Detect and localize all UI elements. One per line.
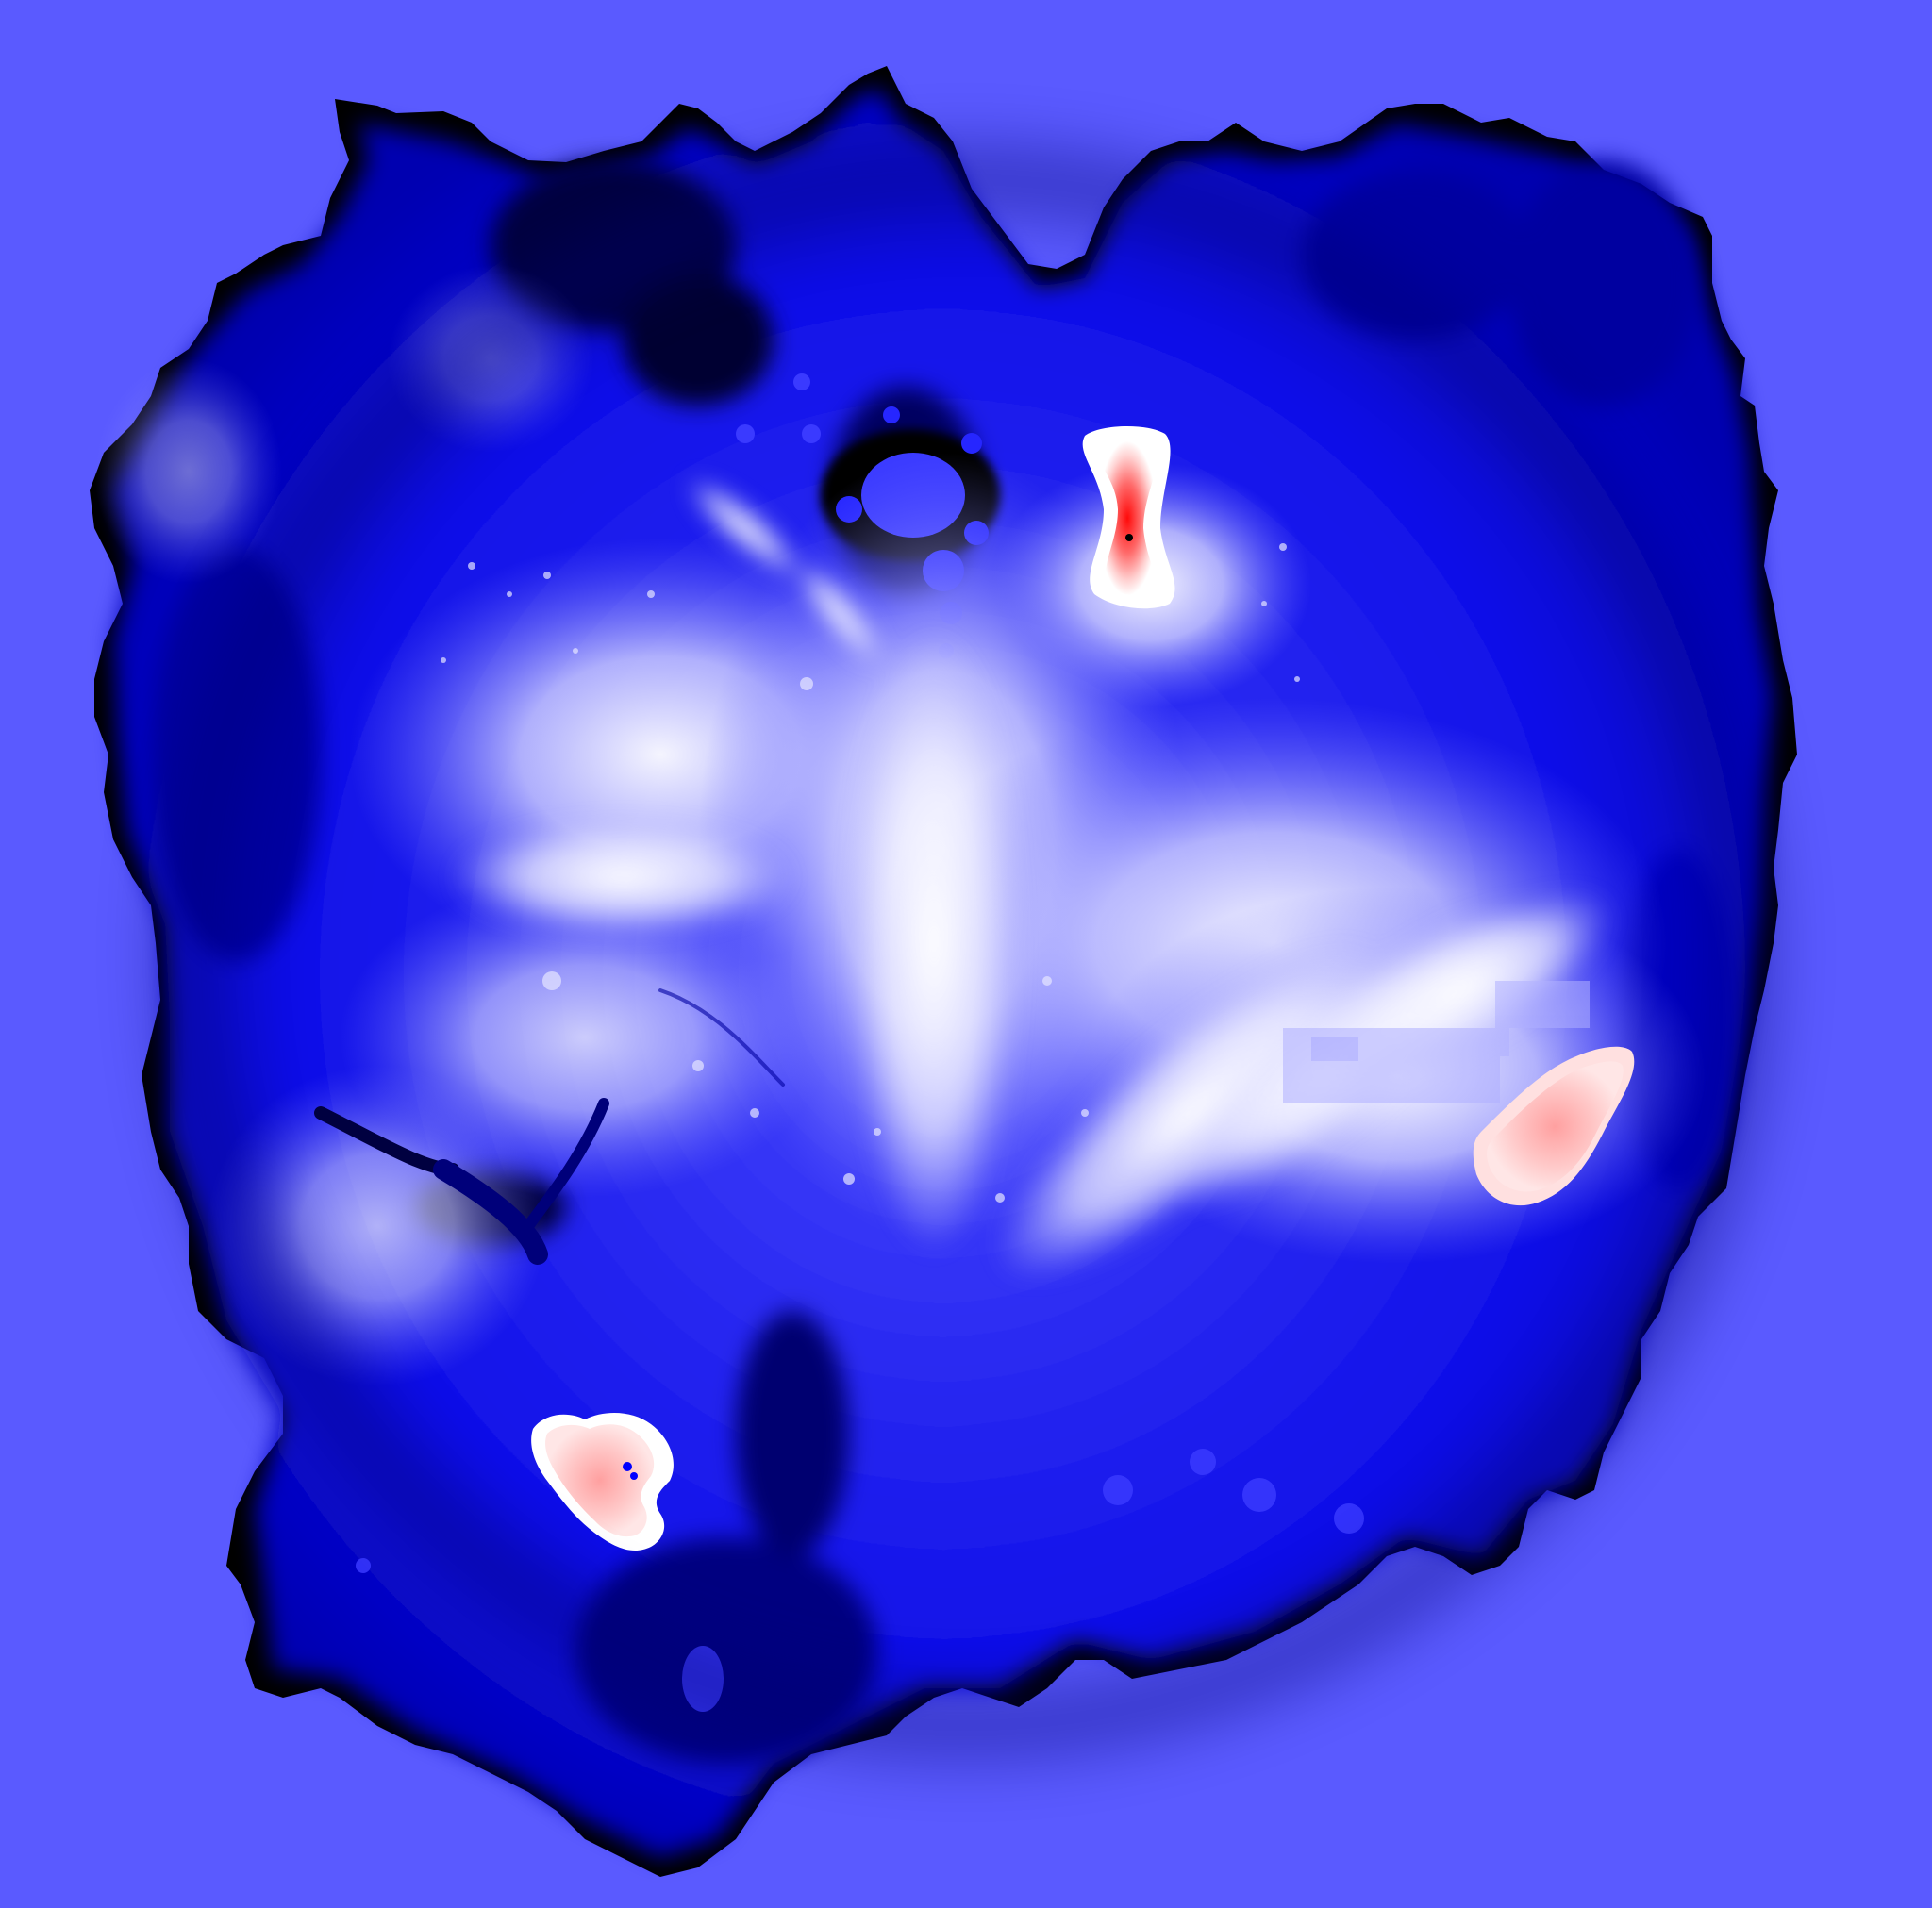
east-tiles	[1283, 981, 1590, 1103]
dark-channels	[314, 988, 785, 1265]
peak-north	[1082, 425, 1175, 609]
peak-east	[1473, 1046, 1635, 1206]
scatter-dots	[441, 543, 1300, 1203]
peak-southwest	[531, 1413, 674, 1551]
edge-shadow	[155, 141, 1777, 1764]
